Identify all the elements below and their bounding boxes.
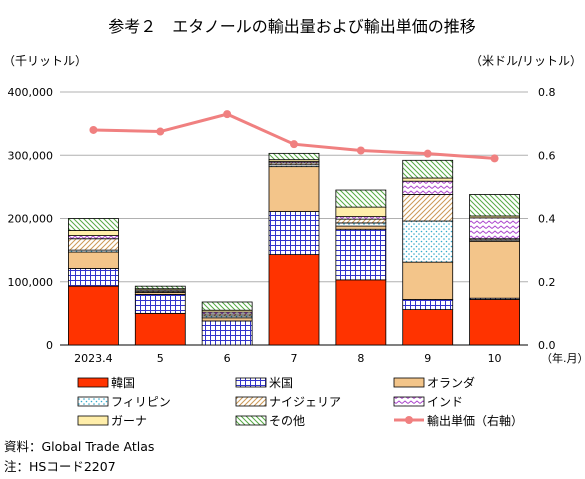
x-tick-label: 7: [291, 352, 298, 365]
legend-line-marker: [405, 416, 413, 424]
legend-swatch: [393, 396, 425, 407]
legend-swatch: [393, 377, 425, 388]
chart-title: 参考２ エタノールの輸出量および輸出単価の推移: [108, 17, 476, 36]
bar-segment: [268, 254, 320, 346]
price-line-point: [290, 140, 298, 149]
bar-segment: [335, 228, 387, 281]
bar-segment: [402, 194, 454, 222]
bar-segment: [402, 309, 454, 346]
bar-segment: [335, 279, 387, 346]
price-line-point: [490, 154, 499, 163]
bar-segment: [402, 299, 454, 310]
x-tick-label: 8: [357, 352, 364, 365]
bar-segment: [68, 251, 119, 269]
bar-segment: [268, 166, 320, 212]
x-tick-label: 10: [488, 352, 502, 365]
x-unit: （年.月）: [541, 351, 585, 365]
bar-segment: [268, 211, 320, 255]
legend-label: その他: [269, 414, 305, 428]
bar-segment: [469, 240, 520, 299]
price-line-point: [89, 125, 98, 134]
bar-segment: [134, 293, 186, 314]
bar-segment: [134, 285, 186, 290]
y-left-unit: （千リットル）: [3, 54, 87, 68]
bar-segment: [68, 235, 119, 240]
bar-segment: [68, 268, 119, 287]
y-right-axis: 0.0 0.2 0.4 0.6 0.8: [538, 86, 556, 352]
bar-segment: [335, 222, 387, 227]
legend-label: オランダ: [427, 375, 475, 390]
y-left-tick-label: 300,000: [8, 149, 54, 162]
bar-segment: [201, 301, 253, 311]
legend-label: インド: [427, 395, 463, 409]
y-right-tick-label: 0.4: [538, 213, 556, 226]
price-line-point: [156, 127, 165, 136]
bar-segment: [201, 320, 253, 346]
legend-label: 輸出単価（右軸）: [427, 413, 523, 428]
legend-swatch: [77, 377, 109, 388]
legend-label: ナイジェリア: [269, 395, 341, 409]
y-right-tick-label: 0.2: [538, 276, 556, 289]
price-line-point: [356, 146, 365, 155]
x-tick-label: 2023.4: [74, 352, 113, 365]
hs-code-note: 注：HSコード2207: [4, 459, 116, 474]
bar-segment: [68, 285, 119, 346]
x-axis: 2023.4 5 6 7 8 9 10: [74, 352, 501, 365]
price-line-point: [423, 149, 432, 158]
y-right-tick-label: 0.8: [538, 86, 556, 99]
x-tick-label: 5: [157, 352, 164, 365]
legend-swatch: [235, 396, 267, 407]
bar-segment: [402, 261, 454, 300]
bar-segment: [335, 225, 387, 230]
y-left-tick-label: 0: [46, 339, 53, 352]
legend-swatch: [235, 377, 267, 388]
legend-label: ガーナ: [111, 414, 147, 428]
bar-segment: [68, 230, 119, 236]
legend-label: フィリピン: [111, 395, 171, 409]
x-tick-label: 9: [424, 352, 431, 365]
bar-segment: [469, 194, 520, 217]
price-line-point: [223, 110, 232, 119]
bar-segment: [402, 180, 454, 195]
legend-swatch: [77, 396, 109, 407]
y-left-axis: 0 100,000 200,000 300,000 400,000: [8, 86, 54, 352]
y-right-tick-label: 0.0: [538, 339, 556, 352]
bar-segment: [402, 220, 454, 263]
bar-segment: [469, 299, 520, 346]
bar-segment: [268, 152, 320, 161]
legend-swatch: [235, 415, 267, 426]
y-right-unit: （米ドル/リットル）: [470, 54, 582, 68]
source-note: 資料：Global Trade Atlas: [4, 439, 155, 454]
bar-segment: [68, 218, 119, 231]
legend-label: 米国: [269, 376, 293, 390]
bar-segment: [201, 317, 253, 322]
unit-price-line: [89, 110, 499, 163]
price-line-path: [93, 112, 495, 160]
bar-segment: [335, 206, 387, 218]
legend-swatch: [77, 415, 109, 426]
y-left-tick-label: 400,000: [8, 86, 54, 99]
bar-segment: [335, 218, 387, 224]
bar-segment: [68, 238, 119, 251]
y-left-tick-label: 200,000: [8, 213, 54, 226]
stacked-bars: [68, 152, 520, 346]
bar-segment: [335, 189, 387, 208]
bar-segment: [469, 217, 520, 240]
y-right-tick-label: 0.6: [538, 149, 556, 162]
bar-segment: [402, 177, 454, 182]
legend-label: 韓国: [111, 376, 135, 390]
bar-segment: [134, 312, 186, 346]
bar-segment: [402, 159, 454, 179]
x-tick-label: 6: [224, 352, 231, 365]
y-left-tick-label: 100,000: [8, 276, 54, 289]
